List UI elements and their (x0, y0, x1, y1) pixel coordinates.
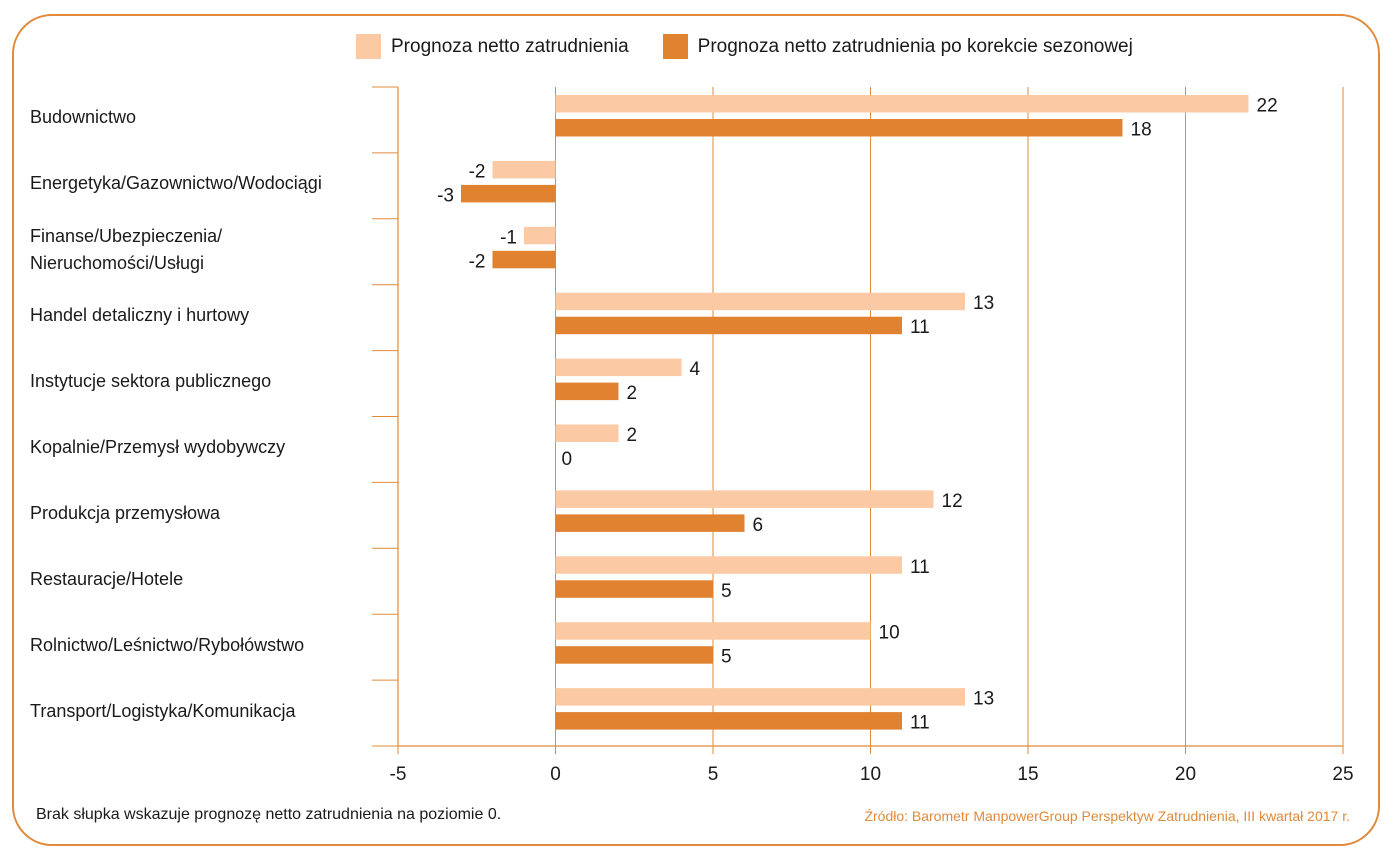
source-note: Źródło: Barometr ManpowerGroup Perspekty… (864, 808, 1350, 824)
category-label-8: Rolnictwo/Leśnictwo/Rybołówstwo (30, 632, 304, 659)
category-label-line: Kopalnie/Przemysł wydobywczy (30, 436, 286, 457)
bar-forecast-4 (555, 358, 682, 377)
data-label-seasonal-2: -2 (469, 251, 486, 272)
bar-forecast-1 (492, 160, 556, 179)
bar-seasonal-7 (555, 580, 713, 598)
category-label-line: Restauracje/Hotele (30, 568, 184, 589)
footnote: Brak słupka wskazuje prognozę netto zatr… (36, 806, 502, 823)
bar-forecast-6 (555, 490, 934, 508)
category-label-4: Instytucje sektora publicznego (30, 368, 271, 395)
data-label-forecast-4: 4 (690, 359, 701, 380)
bar-forecast-7 (555, 556, 902, 574)
category-label-line: Instytucje sektora publicznego (30, 371, 272, 392)
legend-swatch-forecast (356, 34, 381, 59)
category-label-3: Handel detaliczny i hurtowy (30, 302, 249, 329)
category-label-2: Finanse/Ubezpieczenia/Nieruchomości/Usłu… (30, 223, 222, 277)
data-label-seasonal-6: 6 (753, 515, 764, 536)
data-label-seasonal-7: 5 (721, 581, 732, 602)
bar-seasonal-1 (461, 184, 556, 203)
x-tick-label-4: 15 (1017, 764, 1038, 785)
bar-forecast-9 (555, 688, 965, 706)
bar-forecast-5 (555, 424, 619, 442)
bar-forecast-3 (555, 292, 965, 311)
category-label-0: Budownictwo (30, 104, 136, 131)
category-label-1: Energetyka/Gazownictwo/Wodociągi (30, 170, 322, 197)
data-label-forecast-2: -1 (500, 227, 517, 248)
x-tick-label-0: -5 (390, 764, 407, 785)
bar-seasonal-4 (555, 382, 619, 401)
bar-seasonal-3 (555, 316, 902, 335)
x-tick-label-2: 5 (708, 764, 719, 785)
category-label-line: Finanse/Ubezpieczenia/ (30, 225, 223, 246)
bar-seasonal-0 (555, 119, 1123, 137)
data-label-forecast-0: 22 (1257, 96, 1278, 117)
data-label-forecast-7: 11 (910, 557, 930, 578)
data-label-forecast-8: 10 (879, 623, 900, 644)
legend: Prognoza netto zatrudnienia Prognoza net… (356, 34, 1167, 59)
category-label-line: Energetyka/Gazownictwo/Wodociągi (30, 173, 322, 194)
bar-seasonal-2 (492, 250, 556, 269)
data-label-forecast-3: 13 (973, 293, 994, 314)
x-tick-label-5: 20 (1175, 764, 1196, 785)
data-label-forecast-9: 13 (973, 689, 994, 710)
data-label-seasonal-9: 11 (910, 713, 930, 734)
category-label-5: Kopalnie/Przemysł wydobywczy (30, 434, 285, 461)
bar-forecast-0 (555, 95, 1249, 113)
data-label-seasonal-3: 11 (910, 317, 930, 338)
x-tick-label-3: 10 (860, 764, 881, 785)
data-label-forecast-6: 12 (942, 491, 963, 512)
category-label-line: Rolnictwo/Leśnictwo/Rybołówstwo (30, 634, 305, 655)
category-label-line: Transport/Logistyka/Komunikacja (30, 700, 296, 721)
bar-seasonal-8 (555, 646, 713, 664)
category-label-line: Produkcja przemysłowa (30, 502, 221, 523)
data-label-seasonal-0: 18 (1131, 120, 1152, 141)
legend-item-seasonal: Prognoza netto zatrudnienia po korekcie … (662, 34, 1133, 59)
category-label-7: Restauracje/Hotele (30, 566, 183, 593)
category-label-9: Transport/Logistyka/Komunikacja (30, 698, 295, 725)
category-label-6: Produkcja przemysłowa (30, 500, 220, 527)
legend-label-forecast: Prognoza netto zatrudnienia (391, 35, 629, 57)
legend-swatch-seasonal (662, 34, 688, 59)
data-label-forecast-5: 2 (627, 425, 638, 446)
bar-seasonal-9 (555, 712, 902, 730)
data-label-seasonal-1: -3 (437, 185, 454, 206)
legend-label-seasonal: Prognoza netto zatrudnienia po korekcie … (697, 35, 1133, 57)
legend-item-forecast: Prognoza netto zatrudnienia (356, 34, 629, 59)
x-tick-label-6: 25 (1332, 764, 1353, 785)
category-label-line: Nieruchomości/Usługi (30, 252, 205, 273)
chart-frame (12, 14, 1380, 846)
category-label-line: Budownictwo (30, 107, 137, 128)
data-label-seasonal-5: 0 (562, 449, 573, 470)
bar-forecast-2 (524, 226, 556, 245)
bar-forecast-8 (555, 622, 871, 640)
data-label-seasonal-4: 2 (627, 383, 638, 404)
data-label-forecast-1: -2 (469, 161, 486, 182)
x-tick-label-1: 0 (550, 764, 561, 785)
bar-seasonal-6 (555, 514, 745, 532)
data-label-seasonal-8: 5 (721, 647, 732, 668)
category-label-line: Handel detaliczny i hurtowy (30, 305, 250, 326)
